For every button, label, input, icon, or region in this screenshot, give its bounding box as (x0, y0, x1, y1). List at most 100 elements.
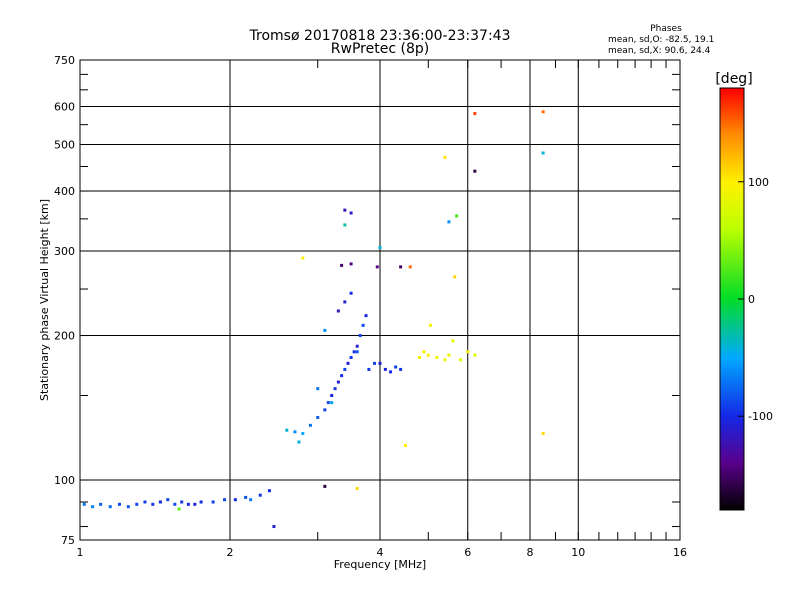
data-point (173, 502, 177, 506)
data-point (233, 498, 237, 502)
data-point (211, 500, 215, 504)
chart-title: Tromsø 20170818 23:36:00-23:37:43 (249, 28, 511, 44)
data-point (417, 355, 421, 359)
data-point (541, 110, 545, 114)
data-point (435, 355, 439, 359)
y-tick-label: 500 (54, 139, 75, 152)
data-point (473, 353, 477, 357)
data-point (389, 370, 393, 374)
data-point (343, 300, 347, 304)
data-point (143, 500, 147, 504)
x-tick-label: 1 (77, 546, 84, 559)
y-tick-label: 300 (54, 245, 75, 258)
data-point (443, 358, 447, 362)
data-point (336, 380, 340, 384)
data-point (223, 498, 227, 502)
data-point (308, 423, 312, 427)
data-point (355, 344, 359, 348)
data-point (343, 367, 347, 371)
data-point (349, 262, 353, 266)
colorbar: -100 0 100 (719, 87, 773, 511)
data-point (447, 353, 451, 357)
y-tick-label: 100 (54, 474, 75, 487)
x-axis-label: Frequency [MHz] (334, 558, 426, 571)
phase-stats-x: mean, sd,X: 90.6, 24.4 (608, 46, 711, 56)
data-point (408, 265, 412, 269)
data-point (323, 328, 327, 332)
data-point (301, 256, 305, 260)
data-point (473, 112, 477, 116)
data-point (330, 394, 334, 398)
data-point (267, 489, 271, 493)
data-point (367, 367, 371, 371)
x-tick-label: 16 (673, 546, 687, 559)
data-point (249, 498, 253, 502)
data-point (361, 323, 365, 327)
data-point (336, 309, 340, 313)
data-point (135, 502, 139, 506)
data-point (355, 487, 359, 491)
data-point (466, 350, 470, 354)
data-point (443, 155, 447, 159)
data-point (301, 432, 305, 436)
data-point (541, 432, 545, 436)
data-point (323, 484, 327, 488)
chart-subtitle: RwPretec (8p) (331, 41, 429, 57)
data-point (158, 500, 162, 504)
data-point (422, 350, 426, 354)
data-point (330, 401, 334, 405)
data-point (316, 415, 320, 419)
data-point (349, 355, 353, 359)
data-point (343, 223, 347, 227)
data-point (426, 353, 430, 357)
data-point (378, 361, 382, 365)
y-tick-label: 600 (54, 101, 75, 114)
data-point (180, 500, 184, 504)
data-point (403, 444, 407, 448)
data-point (108, 505, 112, 509)
data-point (151, 502, 155, 506)
data-point (451, 339, 455, 343)
data-point (349, 211, 353, 215)
data-point (399, 367, 403, 371)
data-point (117, 502, 121, 506)
data-point (326, 401, 330, 405)
data-point (358, 334, 362, 338)
data-point (297, 440, 301, 444)
phase-stats-header: Phases (650, 24, 682, 34)
data-point (364, 314, 368, 318)
data-point (340, 374, 344, 378)
data-point (473, 169, 477, 173)
colorbar-label: [deg] (715, 71, 752, 87)
data-point (272, 525, 276, 529)
colorbar-tick-label: 0 (748, 293, 755, 306)
data-point (447, 220, 451, 224)
data-point (378, 246, 382, 250)
data-point (383, 367, 387, 371)
data-point (373, 361, 377, 365)
axis-ticks: 1 2 4 6 8 10 16 75 100 200 300 400 500 600 750 (54, 54, 687, 559)
data-point (99, 502, 103, 506)
x-tick-label: 10 (571, 546, 585, 559)
data-point (343, 208, 347, 212)
data-point (258, 493, 262, 497)
y-tick-label: 75 (61, 534, 75, 547)
colorbar-tick-label: 100 (748, 176, 769, 189)
x-tick-label: 8 (527, 546, 534, 559)
data-point (375, 265, 379, 269)
x-tick-label: 6 (464, 546, 471, 559)
data-point (82, 502, 86, 506)
data-point (285, 428, 289, 432)
data-point (541, 151, 545, 155)
data-point (455, 214, 459, 218)
data-point (394, 365, 398, 369)
phase-stats-o: mean, sd,O: -82.5, 19.1 (608, 35, 714, 45)
y-tick-label: 750 (54, 54, 75, 67)
data-point (126, 505, 130, 509)
y-tick-label: 200 (54, 330, 75, 343)
data-point (458, 358, 462, 362)
data-point (346, 361, 350, 365)
data-points (82, 110, 545, 529)
data-point (352, 350, 356, 354)
